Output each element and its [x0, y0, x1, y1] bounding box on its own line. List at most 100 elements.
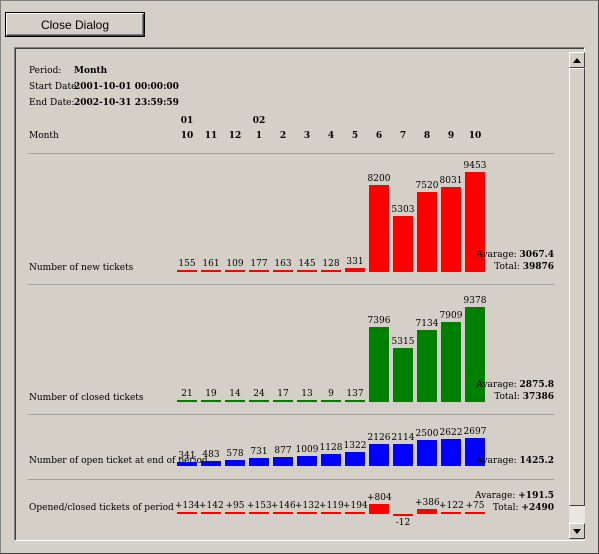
- closed-bar: [225, 400, 245, 402]
- data-label: +146: [271, 501, 296, 511]
- data-label: 14: [229, 389, 241, 399]
- total-stat: Total: 39876: [494, 262, 554, 272]
- new-bar: [225, 270, 245, 272]
- diff-bar: [417, 509, 437, 514]
- open-bar: [441, 439, 461, 466]
- start-date-value: 2001-10-01 00:00:00: [74, 82, 179, 92]
- open-bar: [369, 444, 389, 466]
- month-label: 1: [255, 131, 263, 141]
- data-label: 483: [202, 450, 220, 460]
- data-label: 19: [205, 389, 217, 399]
- diff-bar: [441, 512, 461, 514]
- diff-bar: [201, 512, 221, 514]
- data-label: +194: [343, 501, 368, 511]
- open-bar: [225, 460, 245, 466]
- new-bar: [369, 185, 389, 272]
- average-stat: Avarage: 1425.2: [476, 456, 554, 466]
- vertical-scrollbar[interactable]: [569, 52, 585, 539]
- open-bar: [177, 462, 197, 466]
- data-label: +132: [295, 501, 320, 511]
- data-label: 7909: [439, 311, 463, 321]
- month-label: 10: [180, 131, 194, 141]
- data-label: 341: [178, 451, 196, 461]
- data-label: 155: [178, 259, 196, 269]
- data-label: 177: [250, 259, 268, 269]
- data-label: 578: [226, 449, 244, 459]
- month-label: 5: [351, 131, 359, 141]
- chart-title: Number of new tickets: [29, 263, 134, 273]
- month-label: 12: [228, 131, 242, 141]
- new-bar: [177, 270, 197, 272]
- data-label: 163: [274, 259, 292, 269]
- data-label: 24: [253, 389, 265, 399]
- total-value: 39876: [522, 262, 554, 272]
- average-stat: Avarage: +191.5: [475, 491, 554, 501]
- scroll-up-button[interactable]: [569, 52, 585, 68]
- data-label: 731: [250, 447, 268, 457]
- average-value: 2875.8: [519, 380, 554, 390]
- month-label: 6: [375, 131, 383, 141]
- average-value: 3067.4: [519, 250, 554, 260]
- year-label: 01: [180, 116, 194, 126]
- data-label: 7134: [415, 319, 439, 329]
- closed-bar: [297, 400, 317, 402]
- diff-bar: [369, 504, 389, 514]
- open-bar: [465, 438, 485, 466]
- data-label: 331: [346, 257, 364, 267]
- total-stat: Total: 37386: [494, 392, 554, 402]
- closed-bar: [273, 400, 293, 402]
- data-label: 13: [301, 389, 313, 399]
- data-label: 1128: [319, 443, 343, 453]
- chart-title: Opened/closed tickets of period: [29, 503, 174, 513]
- month-label: 7: [399, 131, 407, 141]
- closed-bar: [321, 400, 341, 402]
- diff-bar: [297, 512, 317, 514]
- closed-bar: [177, 400, 197, 402]
- month-label: 2: [279, 131, 287, 141]
- data-label: 21: [181, 389, 193, 399]
- data-label: 1009: [295, 445, 319, 455]
- close-dialog-button[interactable]: Close Dialog: [6, 13, 144, 36]
- open-bar: [273, 457, 293, 466]
- open-bar: [345, 452, 365, 466]
- chart-title: Number of open ticket at end of period: [29, 456, 208, 466]
- data-label: 9453: [463, 161, 487, 171]
- open-bar: [249, 458, 269, 466]
- new-bar: [321, 270, 341, 272]
- average-label: Avarage:: [476, 250, 520, 260]
- new-bar: [345, 268, 365, 272]
- closed-bar: [201, 400, 221, 402]
- diff-bar: [321, 512, 341, 514]
- divider: [28, 414, 554, 415]
- diff-bar: [345, 512, 365, 514]
- data-label: 9: [328, 389, 334, 399]
- closed-bar: [345, 400, 365, 402]
- period-label: Period:: [29, 66, 62, 76]
- data-label: 877: [274, 446, 292, 456]
- month-label: 4: [327, 131, 335, 141]
- data-label: +386: [415, 498, 440, 508]
- data-label: 7396: [367, 316, 391, 326]
- open-bar: [393, 444, 413, 466]
- diff-bar: [249, 512, 269, 514]
- arrow-up-icon: [573, 57, 581, 63]
- month-label: 9: [447, 131, 455, 141]
- data-label: +122: [439, 501, 464, 511]
- scroll-thumb[interactable]: [569, 68, 585, 506]
- average-label: Avarage:: [476, 456, 520, 466]
- average-value: 1425.2: [519, 456, 554, 466]
- data-label: +75: [465, 501, 485, 511]
- new-bar: [249, 270, 269, 272]
- scroll-down-button[interactable]: [569, 523, 585, 539]
- start-date-label: Start Date:: [29, 82, 80, 92]
- closed-bar: [393, 348, 413, 402]
- open-bar: [201, 461, 221, 466]
- month-label: 8: [423, 131, 431, 141]
- data-label: 137: [346, 389, 364, 399]
- data-label: 2500: [415, 429, 439, 439]
- closed-bar: [417, 330, 437, 402]
- end-date-label: End Date:: [29, 98, 75, 108]
- total-label: Total:: [492, 503, 522, 513]
- total-label: Total:: [494, 262, 523, 272]
- closed-bar: [369, 327, 389, 402]
